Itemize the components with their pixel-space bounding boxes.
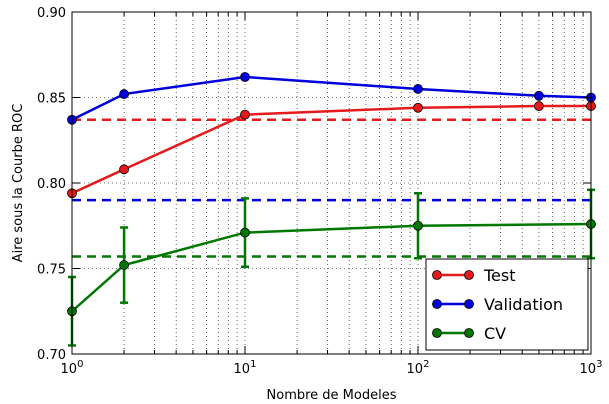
data-point-validation <box>240 72 250 82</box>
data-point-validation <box>413 84 423 94</box>
series-line-test <box>71 104 591 195</box>
y-tick-label: 0.80 <box>37 177 66 192</box>
x-tick-label: 100 <box>61 359 84 377</box>
legend-label-cv: CV <box>484 324 506 343</box>
baselines <box>72 118 591 258</box>
legend-marker-validation <box>464 299 474 309</box>
data-point-validation <box>119 89 129 99</box>
y-tick-label: 0.85 <box>37 92 66 107</box>
data-point-test <box>413 102 423 113</box>
data-point-cv <box>413 220 423 231</box>
y-tick-label: 0.90 <box>37 6 66 21</box>
x-axis-label: Nombre de Modeles <box>267 388 397 403</box>
legend-marker-cv <box>432 328 442 338</box>
data-point-validation <box>534 90 544 101</box>
legend-label-test: Test <box>483 266 516 285</box>
series-line-validation <box>71 75 592 121</box>
legend-marker-validation <box>432 299 442 309</box>
y-tick-label: 0.70 <box>37 348 66 363</box>
data-point-cv <box>240 227 250 238</box>
axis-ticks: 100 101 102 103 0.70 0.75 0.80 0.85 0.90 <box>37 6 602 377</box>
x-tick-label: 103 <box>580 359 603 377</box>
y-tick-label: 0.75 <box>37 263 66 278</box>
x-tick-label: 102 <box>407 359 430 377</box>
data-point-test <box>119 164 129 175</box>
legend-marker-cv <box>464 328 474 338</box>
data-point-test <box>240 109 250 120</box>
data-point-test <box>534 101 544 111</box>
data-point-cv <box>119 260 129 270</box>
legend-marker-test <box>432 270 442 280</box>
legend: Test Validation CV <box>425 258 589 351</box>
y-axis-label: Aire sous la Courbe ROC <box>11 104 26 263</box>
legend-marker-test <box>464 270 474 280</box>
legend-label-validation: Validation <box>484 295 563 314</box>
x-tick-label: 101 <box>234 359 257 377</box>
